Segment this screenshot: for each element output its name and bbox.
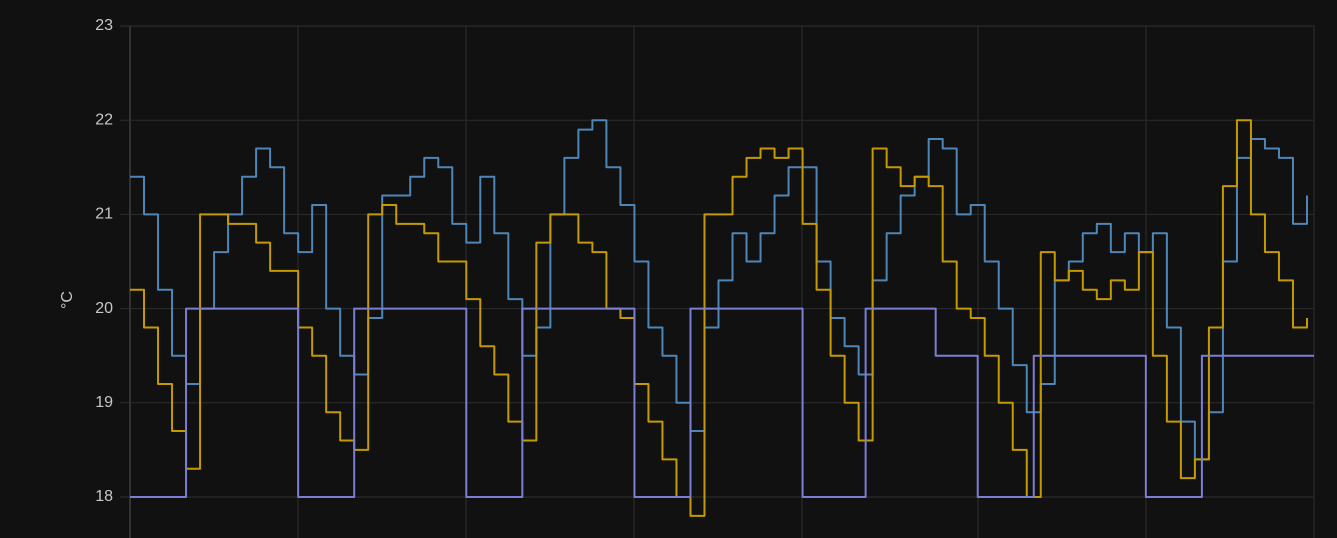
series-line (130, 119, 1308, 461)
series-line (130, 119, 1308, 517)
y-axis-label: °C (59, 291, 76, 309)
y-tick-label: 23 (95, 17, 113, 34)
y-tick-label: 18 (95, 488, 113, 505)
y-tick-label: 22 (95, 111, 113, 128)
series-line (130, 307, 1314, 498)
y-tick-label: 21 (95, 206, 113, 223)
y-tick-label: 20 (95, 300, 113, 317)
y-tick-label: 19 (95, 394, 113, 411)
vertical-grid (297, 26, 1315, 538)
